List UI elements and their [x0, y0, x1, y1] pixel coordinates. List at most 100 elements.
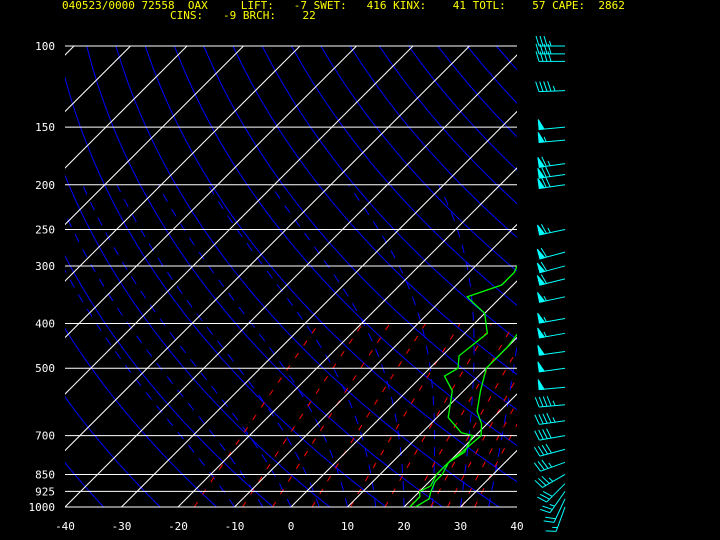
wind-barb-feather [541, 156, 547, 167]
wind-barb-flag [537, 344, 546, 356]
isotherm [0, 46, 18, 507]
wind-barb-flag [536, 262, 546, 274]
wind-barb-flag [536, 292, 546, 303]
wind-barb-feather [547, 51, 552, 62]
wind-barb-feather [538, 429, 544, 440]
wind-barb-feather [539, 51, 544, 62]
temperature-profile [414, 333, 517, 507]
wind-barb [537, 483, 566, 503]
wind-barb-feather [533, 462, 541, 472]
wind-barb-feather [541, 167, 547, 178]
isotherm [65, 46, 470, 452]
isotherm [234, 223, 517, 507]
wind-barb [534, 474, 566, 488]
isotherm [516, 506, 517, 507]
wind-barb [537, 361, 566, 373]
wind-barb-feather [540, 274, 547, 284]
temperature-tick-label: -10 [225, 520, 245, 533]
wind-barb-staff [549, 491, 566, 513]
wind-barb [537, 177, 566, 189]
wind-barb [537, 156, 566, 168]
wind-barb-staff [540, 461, 566, 472]
pressure-tick-label: 925 [35, 485, 55, 498]
wind-barb [536, 274, 566, 286]
wind-barb-feather [539, 81, 544, 92]
wind-barb-feather [537, 496, 547, 503]
wind-barb-flag [536, 248, 546, 260]
wind-barb-feather [542, 413, 548, 424]
wind-barb-half-feather [549, 504, 555, 507]
wind-barb [537, 344, 566, 356]
isotherm [65, 46, 357, 339]
wind-barb-feather [542, 505, 553, 510]
wind-barb-flag [537, 157, 546, 168]
wind-barb-feather [540, 493, 550, 500]
wind-barb-feather [545, 443, 552, 454]
wind-barb-staff [555, 506, 566, 532]
wind-barb [535, 51, 565, 62]
wind-barb-staff [553, 498, 566, 523]
wind-barb-half-feather [549, 40, 552, 47]
wind-barb-feather [533, 446, 541, 457]
wind-barb-feather [543, 81, 548, 92]
wind-barb-feather [540, 261, 548, 272]
wind-barb-half-feather [548, 462, 553, 468]
wind-barb-feather [542, 396, 548, 407]
temperature-tick-label: 30 [454, 520, 467, 533]
wind-barb-feather [547, 81, 552, 92]
wind-barb-flag [537, 379, 545, 391]
dry-adiabat [584, 46, 720, 507]
pressure-tick-label: 250 [35, 223, 55, 236]
wind-barb-feather [534, 414, 540, 425]
wind-barb-feather [541, 475, 550, 484]
wind-barb-feather [534, 430, 540, 441]
wind-barb-staff [542, 474, 566, 488]
isotherm [290, 280, 517, 507]
wind-barb-feather [534, 479, 543, 488]
moist-adiabat [82, 184, 292, 507]
wind-barb-half-feather [543, 136, 547, 142]
isotherm [65, 46, 244, 226]
wind-barb-feather [534, 397, 540, 408]
wind-barb-feather [537, 445, 545, 456]
moist-adiabat [207, 184, 377, 507]
wind-barb [537, 327, 566, 339]
wind-barb-feather [543, 51, 548, 62]
wind-barb-feather [535, 81, 540, 92]
dewpoint-profile [409, 264, 517, 507]
wind-barb [536, 292, 566, 303]
wind-barb-half-feather [548, 477, 554, 482]
wind-barb-feather [546, 413, 552, 423]
isotherm [65, 46, 301, 282]
isotherm [177, 167, 517, 507]
pressure-tick-label: 100 [35, 40, 55, 53]
wind-barb-feather [538, 414, 544, 425]
wind-barb-staff [539, 420, 566, 425]
wind-barb-flag [537, 167, 546, 179]
wind-barb-half-feather [552, 417, 556, 423]
wind-barb-feather [543, 520, 555, 523]
wind-barb-staff [539, 404, 566, 408]
temperature-tick-label: 0 [288, 520, 295, 533]
wind-barb-half-feather [547, 160, 551, 166]
wind-barb-feather [539, 35, 544, 47]
wind-barb-staff [539, 435, 566, 441]
wind-barb-feather [538, 477, 547, 486]
wind-barb [543, 498, 566, 523]
wind-barb-flag [536, 275, 546, 286]
pressure-tick-label: 400 [35, 318, 55, 331]
wind-barb-feather [541, 177, 547, 188]
moist-adiabat [438, 184, 475, 507]
wind-barb [540, 491, 566, 514]
wind-barb-flag [537, 119, 545, 130]
pressure-tick-label: 700 [35, 430, 55, 443]
wind-barb-feather [542, 429, 548, 439]
pressure-tick-label: 850 [35, 468, 55, 481]
sounding-header-line1: 040523/0000 72558 OAX LIFT: -7 SWET: 416… [62, 0, 625, 12]
moist-adiabat [65, 211, 264, 507]
wind-barb [537, 379, 566, 391]
isotherm [65, 46, 414, 395]
moist-adiabat [348, 184, 436, 507]
wind-barb [537, 312, 566, 324]
